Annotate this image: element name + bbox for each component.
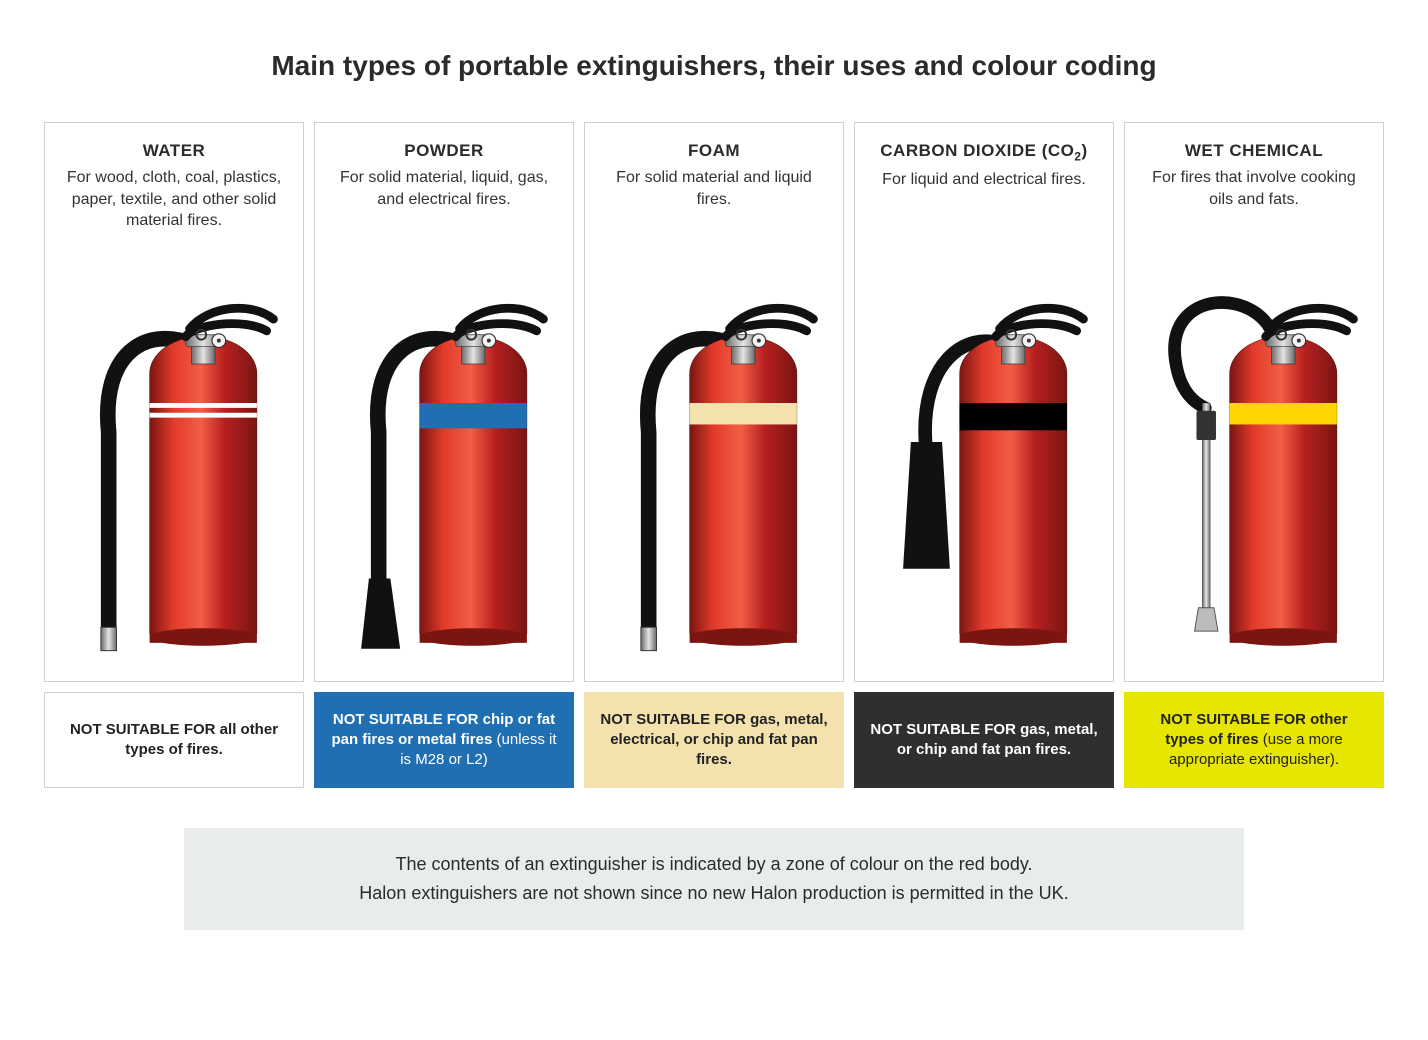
extinguisher-name: POWDER	[404, 141, 484, 161]
extinguisher-column: CARBON DIOXIDE (CO2) For liquid and elect…	[854, 122, 1114, 788]
not-suitable-box: NOT SUITABLE FOR other types of fires (u…	[1124, 692, 1384, 788]
extinguisher-column: WATER For wood, cloth, coal, plastics, pa…	[44, 122, 304, 788]
extinguisher-card: WATER For wood, cloth, coal, plastics, pa…	[44, 122, 304, 682]
footnote: The contents of an extinguisher is indic…	[184, 828, 1244, 930]
footnote-line-2: Halon extinguishers are not shown since …	[204, 879, 1224, 908]
extinguisher-card: POWDER For solid material, liquid, gas, a…	[314, 122, 574, 682]
extinguisher-column: POWDER For solid material, liquid, gas, a…	[314, 122, 574, 788]
extinguisher-name: CARBON DIOXIDE (CO2)	[880, 141, 1087, 163]
extinguisher-card: CARBON DIOXIDE (CO2) For liquid and elect…	[854, 122, 1114, 682]
extinguisher-card: FOAM For solid material and liquid fires.	[584, 122, 844, 682]
extinguisher-illustration	[1137, 291, 1371, 671]
extinguisher-card: WET CHEMICAL For fires that involve cooki…	[1124, 122, 1384, 682]
extinguisher-column: WET CHEMICAL For fires that involve cooki…	[1124, 122, 1384, 788]
extinguisher-graphic-wrap	[57, 242, 291, 671]
not-suitable-box: NOT SUITABLE FOR gas, metal, electrical,…	[584, 692, 844, 788]
extinguisher-graphic-wrap	[597, 220, 831, 671]
extinguisher-name: FOAM	[688, 141, 740, 161]
page-title: Main types of portable extinguishers, th…	[40, 50, 1388, 82]
extinguisher-graphic-wrap	[867, 201, 1101, 671]
footnote-line-1: The contents of an extinguisher is indic…	[204, 850, 1224, 879]
extinguisher-desc: For fires that involve cooking oils and …	[1139, 167, 1369, 210]
extinguisher-graphic-wrap	[327, 220, 561, 671]
warn-bold: NOT SUITABLE FOR all other types of fire…	[70, 721, 278, 758]
warn-bold: NOT SUITABLE FOR gas, metal, or chip and…	[870, 721, 1097, 758]
not-suitable-box: NOT SUITABLE FOR all other types of fire…	[44, 692, 304, 788]
extinguisher-grid: WATER For wood, cloth, coal, plastics, pa…	[40, 122, 1388, 788]
extinguisher-illustration	[867, 291, 1101, 671]
extinguisher-illustration	[597, 291, 831, 671]
warn-bold: NOT SUITABLE FOR gas, metal, electrical,…	[600, 711, 827, 769]
not-suitable-box: NOT SUITABLE FOR gas, metal, or chip and…	[854, 692, 1114, 788]
extinguisher-illustration	[57, 291, 291, 671]
extinguisher-illustration	[327, 291, 561, 671]
extinguisher-desc: For solid material and liquid fires.	[599, 167, 829, 210]
extinguisher-name: WET CHEMICAL	[1185, 141, 1323, 161]
extinguisher-column: FOAM For solid material and liquid fires.	[584, 122, 844, 788]
extinguisher-desc: For liquid and electrical fires.	[882, 169, 1086, 191]
extinguisher-desc: For wood, cloth, coal, plastics, paper, …	[59, 167, 289, 232]
extinguisher-name: WATER	[143, 141, 206, 161]
extinguisher-desc: For solid material, liquid, gas, and ele…	[329, 167, 559, 210]
not-suitable-box: NOT SUITABLE FOR chip or fat pan fires o…	[314, 692, 574, 788]
extinguisher-graphic-wrap	[1137, 220, 1371, 671]
